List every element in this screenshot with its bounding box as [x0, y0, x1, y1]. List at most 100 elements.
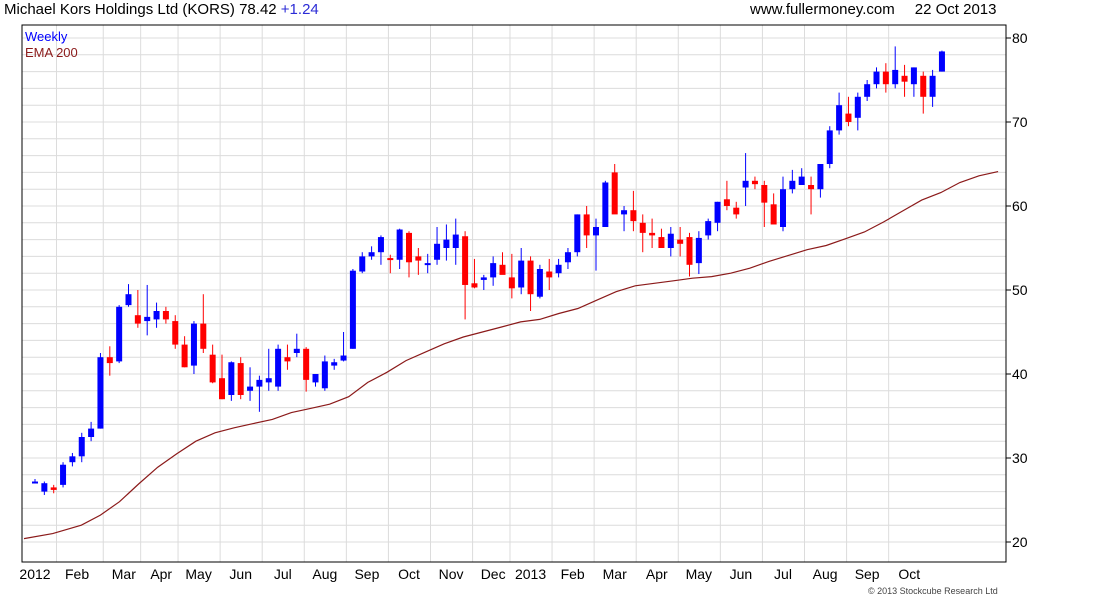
candle — [658, 228, 665, 248]
candle-body — [106, 357, 113, 364]
x-tick-label: Mar — [603, 566, 627, 582]
x-tick-label: Oct — [398, 566, 420, 582]
candle — [929, 69, 936, 107]
candle — [714, 201, 721, 232]
candle — [406, 231, 412, 278]
candle — [69, 452, 76, 467]
candle — [564, 248, 571, 269]
candle — [480, 274, 487, 290]
candle-body — [200, 323, 207, 349]
candle — [349, 269, 356, 349]
candle — [106, 346, 113, 376]
candle — [826, 126, 833, 169]
candle — [518, 248, 525, 295]
candle — [256, 375, 263, 412]
candle-body — [415, 256, 422, 261]
candle-body — [649, 232, 656, 236]
candle — [331, 358, 338, 370]
x-tick-label: Sep — [354, 566, 379, 582]
candle — [41, 481, 48, 495]
candle-body — [153, 311, 160, 320]
candle — [499, 252, 506, 275]
candle-body — [770, 204, 777, 225]
candle — [462, 231, 469, 320]
candle-body — [321, 361, 328, 389]
candle-body — [162, 311, 169, 320]
candle — [312, 374, 319, 387]
x-tick-label: Jul — [274, 566, 292, 582]
candle-body — [462, 236, 469, 285]
candle — [190, 321, 197, 374]
candle — [705, 218, 712, 240]
candle — [247, 367, 254, 401]
candle — [723, 180, 730, 211]
x-tick-label: Dec — [481, 566, 506, 582]
candle — [172, 315, 179, 349]
candle — [490, 256, 497, 286]
y-tick-label: 70 — [1012, 114, 1028, 130]
candle — [733, 201, 740, 219]
candle-body — [406, 232, 412, 263]
y-tick-label: 30 — [1012, 450, 1028, 466]
candle — [508, 253, 515, 299]
candle-body — [237, 363, 244, 395]
candle-body — [443, 239, 450, 248]
candle — [303, 347, 310, 392]
candle — [443, 224, 450, 261]
candle — [864, 80, 871, 101]
y-tick-label: 40 — [1012, 366, 1028, 382]
candle — [88, 421, 95, 442]
candle — [415, 248, 422, 275]
x-axis: 2012 Feb Mar Apr May Jun Jul Aug Sep Oct Nov Dec 201… — [19, 566, 920, 582]
candle — [751, 176, 758, 190]
chart-title: Michael Kors Holdings Ltd (KORS) 78.42 +… — [4, 1, 319, 18]
candle-body — [144, 316, 151, 322]
candle — [583, 206, 590, 248]
candle-body — [247, 386, 254, 391]
candle — [789, 169, 796, 194]
chart-date: 22 Oct 2013 — [914, 1, 997, 18]
candle-body — [69, 456, 76, 463]
x-tick-label: Jun — [730, 566, 753, 582]
y-tick-label: 60 — [1012, 198, 1028, 214]
candle-body — [658, 237, 665, 248]
candle-body — [452, 234, 459, 248]
x-tick-label: 2012 — [19, 566, 50, 582]
candle-body — [677, 239, 684, 244]
x-tick-label: Mar — [112, 566, 136, 582]
copyright-notice: © 2013 Stockcube Research Ltd — [868, 586, 998, 596]
candle — [209, 344, 216, 384]
candle-body — [527, 260, 534, 295]
candle-body — [518, 260, 525, 288]
candle-body — [499, 264, 506, 275]
ema-series — [23, 171, 999, 540]
candle-body — [78, 437, 85, 457]
candle — [144, 284, 151, 336]
candle-body — [312, 374, 319, 383]
x-tick-label: Apr — [646, 566, 668, 582]
candle-body — [471, 283, 478, 288]
candle — [97, 353, 104, 429]
candle — [845, 96, 852, 127]
candle-body — [265, 378, 272, 383]
candle — [471, 258, 478, 289]
candle — [817, 164, 824, 198]
candle — [882, 63, 889, 93]
candle — [228, 361, 235, 401]
candle — [546, 258, 553, 290]
candle-body — [630, 210, 637, 222]
candle — [340, 332, 347, 362]
candle-body — [742, 180, 749, 188]
candle-body — [480, 277, 487, 280]
candle-body — [555, 264, 562, 274]
candle-body — [219, 378, 225, 400]
candle — [321, 355, 328, 391]
candle-body — [873, 71, 880, 85]
candle — [32, 479, 38, 484]
y-tick-label: 20 — [1012, 534, 1028, 550]
candle-body — [275, 348, 282, 387]
candle-body — [602, 182, 609, 227]
candle — [938, 50, 945, 72]
candle-body — [88, 428, 95, 437]
